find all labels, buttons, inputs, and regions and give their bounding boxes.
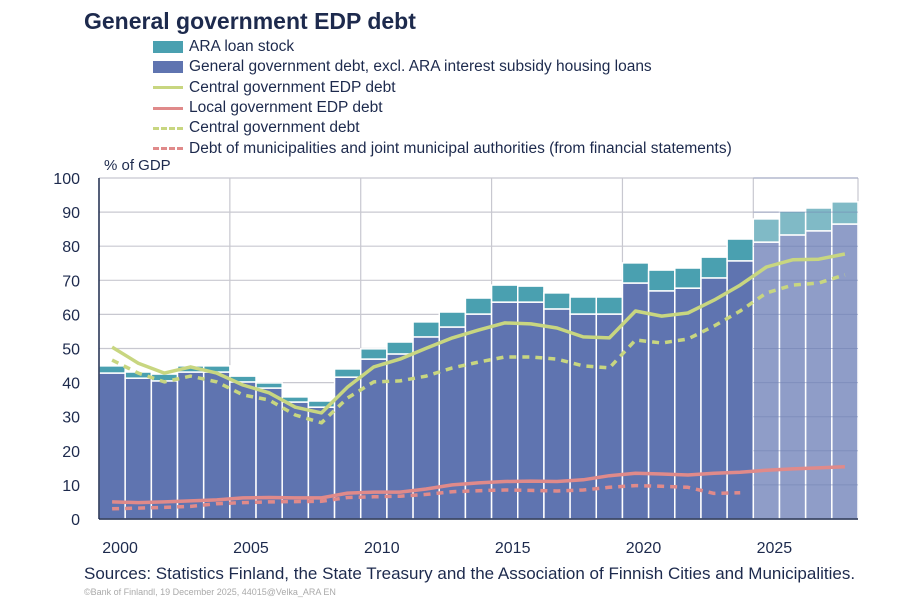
bar-gg-debt (700, 277, 728, 520)
bar-gg-debt (98, 372, 126, 520)
chart-title: General government EDP debt (84, 8, 416, 34)
bar-ara-loan (569, 296, 598, 315)
line-local-edp (112, 465, 845, 505)
bar-gg-debt (831, 223, 859, 520)
bar-ara-loan (517, 285, 545, 303)
legend-item-municipal-debt: Debt of municipalities and joint municip… (153, 138, 732, 158)
legend-label: General government debt, excl. ARA inter… (189, 58, 652, 76)
x-tick-label: 2000 (102, 540, 138, 557)
bar-ara-loan (726, 238, 755, 262)
legend-label: Central government EDP debt (189, 78, 396, 96)
y-tick-label: 10 (62, 478, 80, 495)
y-tick-label: 40 (62, 376, 80, 393)
x-tick-label: 2010 (364, 540, 400, 557)
bar-gg-debt (517, 301, 545, 520)
y-axis-label: % of GDP (104, 157, 171, 174)
bar-gg-debt (124, 377, 153, 520)
legend-label: Local government EDP debt (189, 99, 383, 117)
x-tick-label: 2005 (233, 540, 269, 557)
legend-item-ara: ARA loan stock (153, 37, 732, 57)
bar-gg-debt (464, 313, 493, 520)
bar-ara-loan (831, 201, 859, 225)
y-tick-label: 60 (62, 307, 80, 324)
legend-swatch (153, 147, 183, 151)
bar-ara-loan (464, 297, 493, 315)
bar-ara-loan (804, 207, 833, 232)
legend-label: ARA loan stock (189, 38, 295, 56)
bar-ara-loan (490, 284, 519, 303)
bar-gg-debt (804, 230, 833, 520)
line-central-edp (111, 252, 846, 415)
bar-gg-debt (176, 371, 205, 520)
x-tick-label: 2015 (495, 540, 531, 557)
bar-ara-loan (333, 368, 362, 378)
legend-swatch (153, 86, 183, 90)
bar-gg-debt (543, 308, 571, 520)
legend-swatch (153, 106, 183, 110)
legend-label: Central government debt (189, 119, 360, 137)
bar-ara-loan (595, 296, 624, 315)
legend-item-central-edp: Central government EDP debt (153, 78, 732, 98)
bar-ara-loan (621, 262, 650, 284)
bar-ara-loan (255, 382, 283, 389)
bar-gg-debt (726, 260, 755, 520)
bar-gg-debt (674, 287, 702, 520)
bar-gg-debt (490, 301, 519, 520)
legend-item-central-debt: Central government debt (153, 118, 732, 138)
line-municipal-debt (112, 483, 741, 511)
legend-label: Debt of municipalities and joint municip… (189, 139, 732, 157)
y-tick-label: 80 (62, 239, 80, 256)
sources: Sources: Statistics Finland, the State T… (84, 564, 856, 583)
bar-ara-loan (674, 267, 702, 289)
legend-swatch (153, 41, 183, 54)
footnote: ©Bank of Finlandl, 19 December 2025, 440… (84, 587, 336, 597)
bar-ara-loan (386, 341, 414, 355)
bar-ara-loan (778, 210, 807, 236)
y-tick-label: 30 (62, 410, 80, 427)
bar-ara-loan (543, 292, 571, 310)
legend-swatch (153, 126, 183, 130)
bar-gg-debt (150, 380, 179, 520)
y-tick-label: 100 (53, 171, 80, 188)
bar-ara-loan (752, 218, 781, 243)
y-tick-label: 20 (62, 444, 80, 461)
y-tick-label: 90 (62, 205, 80, 222)
bar-ara-loan (438, 311, 467, 328)
bar-ara-loan (98, 365, 126, 374)
y-tick-label: 70 (62, 273, 80, 290)
bar-ara-loan (647, 269, 676, 292)
bar-ara-loan (700, 256, 728, 279)
legend-item-gg: General government debt, excl. ARA inter… (153, 57, 732, 77)
bar-ara-loan (359, 348, 388, 360)
bar-gg-debt (752, 241, 781, 520)
legend: ARA loan stock General government debt, … (153, 37, 732, 159)
bar-gg-debt (778, 234, 807, 520)
bar-ara-loan (412, 321, 440, 338)
bar-gg-debt (202, 371, 231, 520)
x-tick-label: 2025 (757, 540, 793, 557)
bar-gg-debt (647, 290, 676, 520)
legend-swatch (153, 61, 183, 74)
y-tick-label: 0 (71, 512, 80, 529)
y-tick-label: 50 (62, 342, 80, 359)
legend-item-local-edp: Local government EDP debt (153, 98, 732, 118)
x-tick-label: 2020 (626, 540, 662, 557)
